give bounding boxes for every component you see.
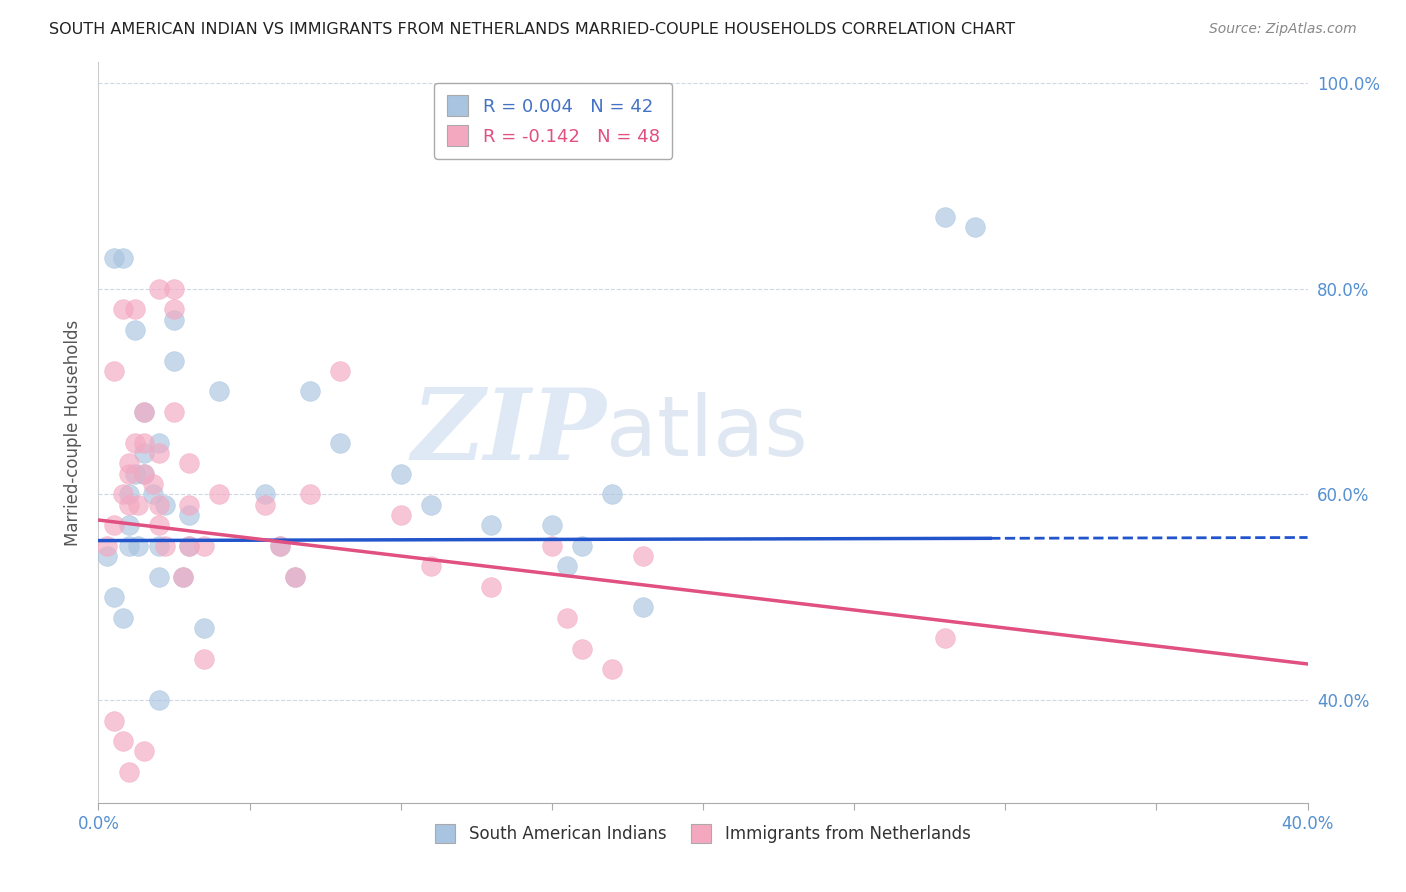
Point — [179, 457, 201, 471]
Point — [124, 467, 146, 481]
Point — [111, 302, 134, 317]
Point — [179, 498, 201, 512]
Point — [329, 436, 352, 450]
Point — [132, 467, 155, 481]
Point — [602, 487, 624, 501]
Point — [163, 405, 186, 419]
Point — [934, 210, 956, 224]
Point — [179, 539, 201, 553]
Point — [127, 539, 149, 553]
Point — [420, 559, 443, 574]
Point — [555, 559, 578, 574]
Point — [253, 498, 276, 512]
Point — [153, 539, 176, 553]
Point — [118, 498, 141, 512]
Point — [253, 487, 276, 501]
Point — [132, 405, 155, 419]
Point — [481, 518, 503, 533]
Point — [124, 323, 146, 337]
Point — [208, 487, 231, 501]
Point — [132, 744, 155, 758]
Point — [299, 384, 322, 399]
Point — [540, 518, 562, 533]
Text: ZIP: ZIP — [412, 384, 606, 481]
Point — [118, 457, 141, 471]
Point — [111, 734, 134, 748]
Point — [284, 569, 307, 583]
Point — [118, 764, 141, 779]
Point — [148, 693, 170, 707]
Point — [631, 600, 654, 615]
Point — [571, 539, 593, 553]
Legend: South American Indians, Immigrants from Netherlands: South American Indians, Immigrants from … — [429, 817, 977, 850]
Point — [163, 282, 186, 296]
Point — [172, 569, 194, 583]
Point — [179, 539, 201, 553]
Point — [148, 446, 170, 460]
Point — [148, 282, 170, 296]
Point — [148, 518, 170, 533]
Point — [132, 446, 155, 460]
Point — [934, 632, 956, 646]
Point — [163, 353, 186, 368]
Point — [103, 714, 125, 728]
Point — [132, 467, 155, 481]
Text: Source: ZipAtlas.com: Source: ZipAtlas.com — [1209, 22, 1357, 37]
Point — [602, 662, 624, 676]
Point — [148, 539, 170, 553]
Point — [172, 569, 194, 583]
Point — [299, 487, 322, 501]
Point — [389, 508, 412, 522]
Point — [420, 498, 443, 512]
Point — [118, 467, 141, 481]
Point — [127, 498, 149, 512]
Point — [103, 590, 125, 604]
Point — [965, 219, 987, 234]
Point — [124, 436, 146, 450]
Point — [118, 518, 141, 533]
Point — [142, 487, 165, 501]
Text: SOUTH AMERICAN INDIAN VS IMMIGRANTS FROM NETHERLANDS MARRIED-COUPLE HOUSEHOLDS C: SOUTH AMERICAN INDIAN VS IMMIGRANTS FROM… — [49, 22, 1015, 37]
Point — [111, 611, 134, 625]
Point — [193, 621, 215, 635]
Text: atlas: atlas — [606, 392, 808, 473]
Point — [118, 487, 141, 501]
Point — [269, 539, 291, 553]
Point — [103, 364, 125, 378]
Point — [208, 384, 231, 399]
Point — [555, 611, 578, 625]
Point — [148, 498, 170, 512]
Point — [153, 498, 176, 512]
Point — [148, 436, 170, 450]
Point — [193, 539, 215, 553]
Point — [142, 477, 165, 491]
Point — [132, 405, 155, 419]
Point — [111, 251, 134, 265]
Point — [148, 569, 170, 583]
Point — [124, 302, 146, 317]
Point — [103, 251, 125, 265]
Point — [118, 539, 141, 553]
Point — [284, 569, 307, 583]
Point — [111, 487, 134, 501]
Point — [103, 518, 125, 533]
Point — [571, 641, 593, 656]
Point — [193, 652, 215, 666]
Y-axis label: Married-couple Households: Married-couple Households — [63, 319, 82, 546]
Point — [179, 508, 201, 522]
Point — [96, 549, 118, 563]
Point — [481, 580, 503, 594]
Point — [163, 302, 186, 317]
Point — [540, 539, 562, 553]
Point — [163, 312, 186, 326]
Point — [329, 364, 352, 378]
Point — [96, 539, 118, 553]
Point — [631, 549, 654, 563]
Point — [132, 436, 155, 450]
Point — [389, 467, 412, 481]
Point — [269, 539, 291, 553]
